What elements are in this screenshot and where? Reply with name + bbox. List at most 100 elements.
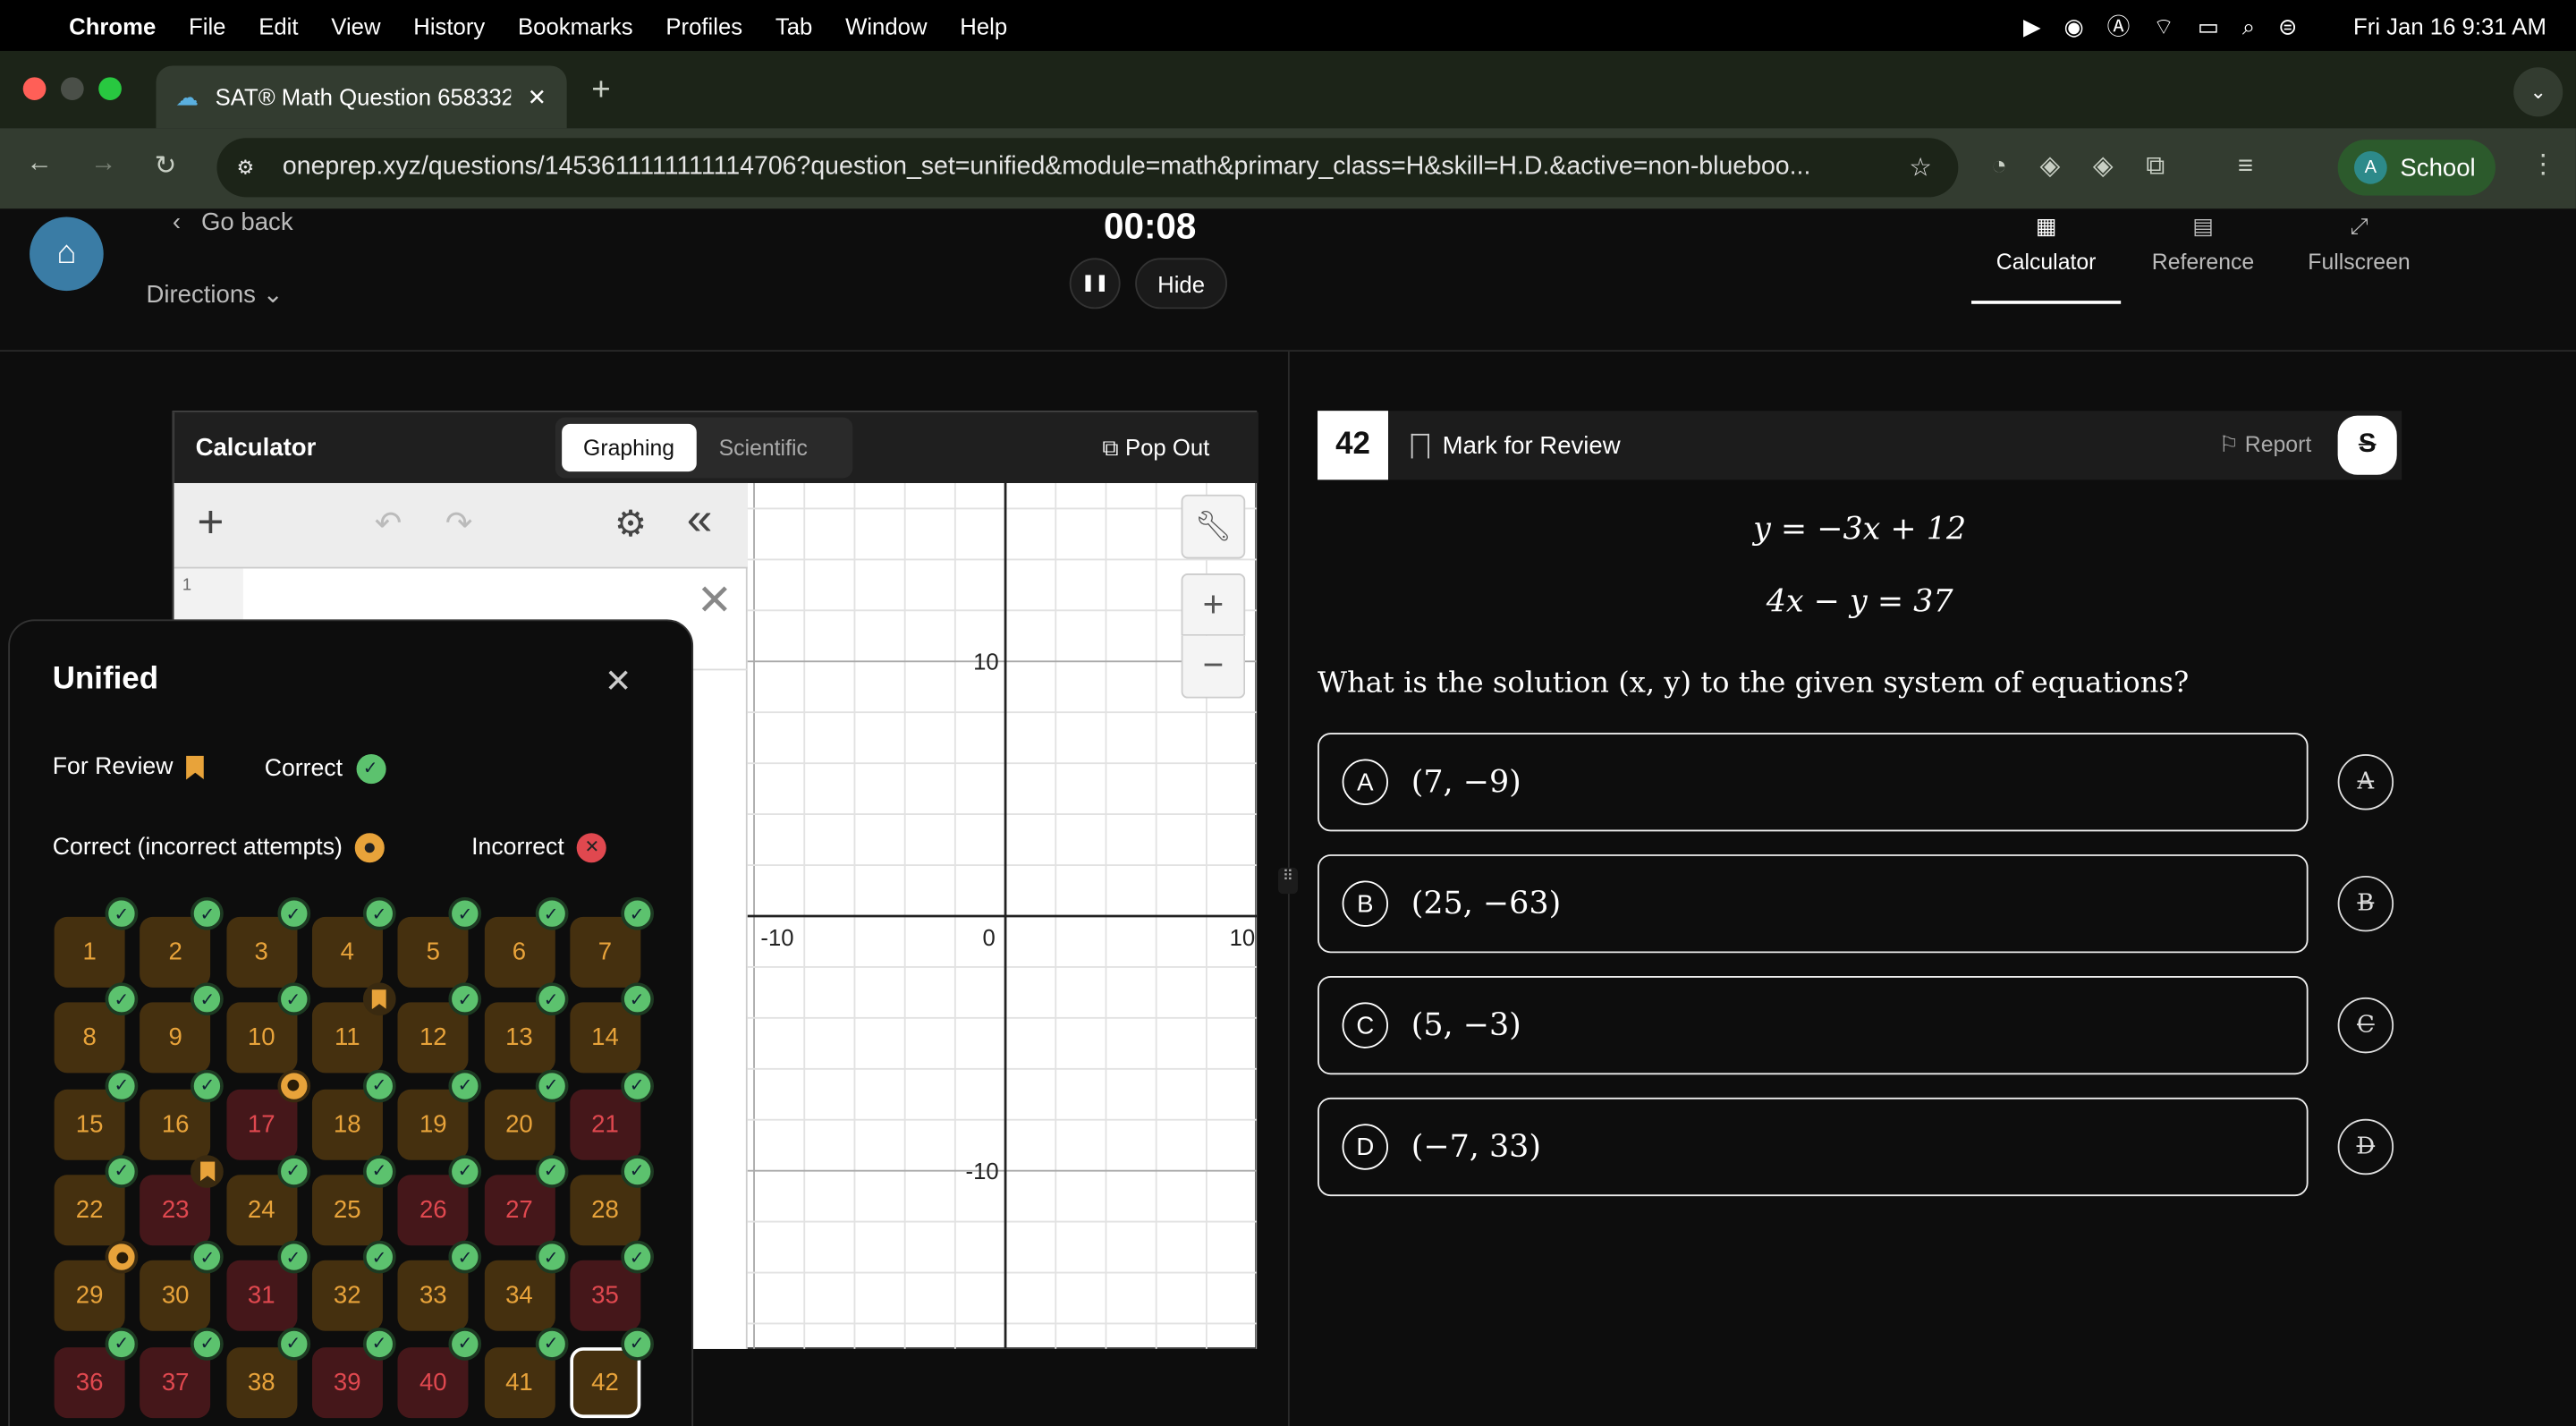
mark-for-review-button[interactable]: Mark for Review xyxy=(1411,431,1621,459)
menu-history[interactable]: History xyxy=(413,12,486,39)
question-cell-1[interactable]: 1 xyxy=(54,916,125,988)
question-cell-35[interactable]: 35 xyxy=(569,1260,640,1332)
question-cell-3[interactable]: 3 xyxy=(225,916,297,988)
strike-choice-a-button[interactable]: A xyxy=(2337,754,2394,811)
extension-icons[interactable]: ◔◈◈⧉ ≡ xyxy=(1991,152,2286,182)
redo-button[interactable]: ↷ xyxy=(445,505,473,543)
question-cell-26[interactable]: 26 xyxy=(397,1175,469,1246)
question-cell-17[interactable]: 17 xyxy=(225,1088,297,1159)
question-cell-21[interactable]: 21 xyxy=(569,1088,640,1159)
undo-button[interactable]: ↶ xyxy=(374,505,402,543)
add-expression-button[interactable]: + xyxy=(197,496,225,547)
question-cell-12[interactable]: 12 xyxy=(397,1002,469,1074)
question-cell-25[interactable]: 25 xyxy=(311,1175,383,1246)
question-cell-10[interactable]: 10 xyxy=(225,1002,297,1074)
strike-choice-c-button[interactable]: C xyxy=(2337,997,2394,1054)
question-cell-38[interactable]: 38 xyxy=(225,1346,297,1418)
browser-menu-icon[interactable]: ⋮ xyxy=(2529,150,2556,180)
question-cell-6[interactable]: 6 xyxy=(483,916,555,988)
question-cell-34[interactable]: 34 xyxy=(483,1260,555,1332)
zoom-in-button[interactable]: + xyxy=(1181,573,1246,636)
question-cell-28[interactable]: 28 xyxy=(569,1175,640,1246)
directions-dropdown[interactable]: Directions ⌄ xyxy=(146,281,284,310)
menu-app[interactable]: Chrome xyxy=(69,12,157,39)
site-info-icon[interactable]: ⚙ xyxy=(236,156,255,180)
question-cell-37[interactable]: 37 xyxy=(140,1346,211,1418)
question-cell-13[interactable]: 13 xyxy=(483,1002,555,1074)
question-cell-31[interactable]: 31 xyxy=(225,1260,297,1332)
question-cell-14[interactable]: 14 xyxy=(569,1002,640,1074)
answer-choice-a[interactable]: A (7, −9) xyxy=(1318,733,2309,832)
question-cell-5[interactable]: 5 xyxy=(397,916,469,988)
resize-handle[interactable]: ⠿ xyxy=(1277,867,1298,895)
minimize-window-button[interactable] xyxy=(60,77,84,101)
tab-scientific[interactable]: Scientific xyxy=(718,435,808,461)
pop-out-button[interactable]: ⧉ Pop Out xyxy=(1102,434,1209,462)
question-cell-20[interactable]: 20 xyxy=(483,1088,555,1159)
question-cell-2[interactable]: 2 xyxy=(140,916,211,988)
pause-button[interactable]: ❚❚ xyxy=(1069,258,1121,310)
question-cell-23[interactable]: 23 xyxy=(140,1175,211,1246)
new-tab-button[interactable]: + xyxy=(591,72,611,109)
delete-expression-icon[interactable]: ✕ xyxy=(696,574,733,624)
graph-settings-icon[interactable]: ⚙ xyxy=(614,503,648,544)
answer-choice-d[interactable]: D (−7, 33) xyxy=(1318,1097,2309,1197)
graph-wrench-button[interactable]: 🔧︎ xyxy=(1181,494,1246,559)
question-cell-16[interactable]: 16 xyxy=(140,1088,211,1159)
maximize-window-button[interactable] xyxy=(98,77,122,101)
strikethrough-toggle-button[interactable]: S xyxy=(2337,415,2397,475)
bookmark-star-icon[interactable]: ☆ xyxy=(1909,153,1932,182)
question-cell-4[interactable]: 4 xyxy=(311,916,383,988)
fullscreen-tool[interactable]: ⤢ Fullscreen xyxy=(2292,214,2427,275)
question-cell-41[interactable]: 41 xyxy=(483,1346,555,1418)
hide-timer-button[interactable]: Hide xyxy=(1135,258,1228,310)
question-cell-29[interactable]: 29 xyxy=(54,1260,125,1332)
menu-help[interactable]: Help xyxy=(960,12,1008,39)
go-back-link[interactable]: ‹ Go back xyxy=(172,208,293,237)
profile-button[interactable]: A School xyxy=(2337,140,2496,196)
graph-canvas[interactable]: -10 0 10 10 -10 xyxy=(747,482,1258,1349)
question-cell-32[interactable]: 32 xyxy=(311,1260,383,1332)
question-cell-22[interactable]: 22 xyxy=(54,1175,125,1246)
forward-icon[interactable]: → xyxy=(90,149,117,178)
question-cell-8[interactable]: 8 xyxy=(54,1002,125,1074)
menu-file[interactable]: File xyxy=(189,12,226,39)
choice-letter: A xyxy=(1342,759,1389,805)
status-icons[interactable]: ▶◉Ⓐ⌔▭⌕⊜ xyxy=(2022,12,2321,39)
answer-choice-c[interactable]: C (5, −3) xyxy=(1318,975,2309,1075)
question-cell-30[interactable]: 30 xyxy=(140,1260,211,1332)
clock[interactable]: Fri Jan 16 9:31 AM xyxy=(2353,12,2546,39)
report-button[interactable]: ⚐ Report xyxy=(2219,432,2312,458)
calculator-tool[interactable]: ▦ Calculator xyxy=(1971,214,2122,304)
browser-tab[interactable]: ☁ SAT® Math Question 658332 ✕ xyxy=(156,65,567,129)
strike-choice-d-button[interactable]: D xyxy=(2337,1118,2394,1176)
question-cell-9[interactable]: 9 xyxy=(140,1002,211,1074)
answer-choice-b[interactable]: B (25, −63) xyxy=(1318,854,2309,954)
zoom-out-button[interactable]: − xyxy=(1181,635,1246,699)
strike-choice-b-button[interactable]: B xyxy=(2337,875,2394,932)
close-window-button[interactable] xyxy=(22,77,47,101)
close-tab-icon[interactable]: ✕ xyxy=(527,82,547,110)
question-cell-33[interactable]: 33 xyxy=(397,1260,469,1332)
menu-window[interactable]: Window xyxy=(845,12,928,39)
back-icon[interactable]: ← xyxy=(26,149,53,178)
menu-view[interactable]: View xyxy=(331,12,381,39)
question-cell-27[interactable]: 27 xyxy=(483,1175,555,1246)
reload-icon[interactable]: ↻ xyxy=(154,152,177,182)
close-overview-button[interactable]: ✕ xyxy=(604,664,632,700)
collapse-list-icon[interactable]: « xyxy=(686,493,713,544)
question-cell-24[interactable]: 24 xyxy=(225,1175,297,1246)
menu-bookmarks[interactable]: Bookmarks xyxy=(518,12,633,39)
logo[interactable]: ⌂ xyxy=(30,216,104,292)
tab-graphing[interactable]: Graphing xyxy=(562,423,696,472)
menu-edit[interactable]: Edit xyxy=(258,12,299,39)
menu-profiles[interactable]: Profiles xyxy=(665,12,743,39)
question-cell-11[interactable]: 11 xyxy=(311,1002,383,1074)
question-cell-7[interactable]: 7 xyxy=(569,916,640,988)
window-controls[interactable] xyxy=(22,77,122,101)
address-bar[interactable]: ⚙ oneprep.xyz/questions/1453611111111114… xyxy=(216,138,1959,198)
tab-search-button[interactable]: ⌄ xyxy=(2513,67,2563,117)
reference-tool[interactable]: ▤ Reference xyxy=(2136,214,2271,275)
legend-correct-attempts-label: Correct (incorrect attempts) xyxy=(52,835,343,862)
menu-tab[interactable]: Tab xyxy=(775,12,813,39)
